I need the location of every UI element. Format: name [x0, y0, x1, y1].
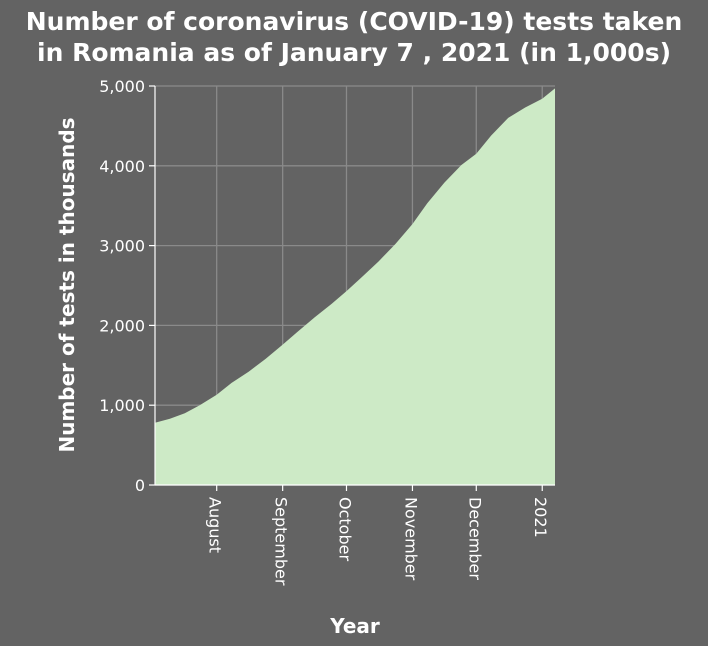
x-axis-label: Year	[329, 614, 380, 638]
x-tick-label: October	[335, 497, 354, 561]
x-tick-label: December	[465, 497, 484, 580]
y-tick-label: 5,000	[99, 77, 145, 96]
y-tick-label: 2,000	[99, 316, 145, 335]
y-axis-ticks: 0 1,000 2,000 3,000 4,000 5,000	[99, 77, 155, 495]
y-tick-label: 3,000	[99, 237, 145, 256]
x-tick-label: September	[272, 497, 291, 586]
x-tick-label: August	[206, 497, 225, 553]
y-tick-label: 4,000	[99, 157, 145, 176]
chart-title-line-2: in Romania as of January 7 , 2021 (in 1,…	[37, 38, 671, 67]
axes	[154, 86, 555, 486]
x-tick-label: 2021	[531, 497, 550, 538]
tests-area-series	[155, 88, 555, 486]
x-axis-ticks: August September October November December 20…	[206, 485, 550, 586]
y-tick-label: 0	[135, 476, 145, 495]
x-tick-label: November	[401, 497, 420, 581]
y-tick-label: 1,000	[99, 396, 145, 415]
y-axis-label: Number of tests in thousands	[55, 117, 79, 452]
chart-title-line-1: Number of coronavirus (COVID-19) tests t…	[26, 7, 683, 36]
